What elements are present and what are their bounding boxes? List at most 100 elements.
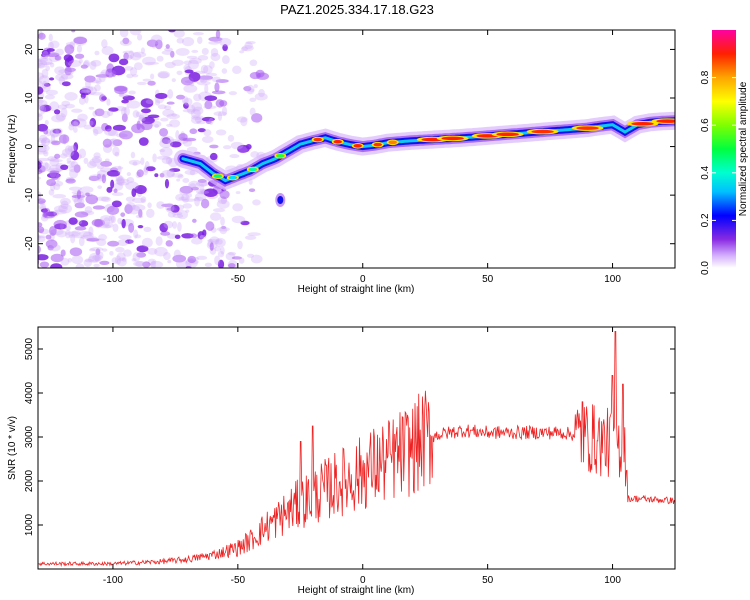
noise-blob (39, 162, 51, 172)
noise-blob (214, 237, 226, 248)
noise-blob (137, 33, 143, 41)
noise-blob (194, 196, 200, 207)
noise-blob (221, 68, 228, 74)
ridge-hotspot (441, 136, 464, 141)
noise-blob (64, 92, 78, 101)
noise-blob (154, 173, 159, 178)
noise-blob (199, 235, 205, 239)
noise-blob (38, 127, 40, 131)
noise-blob (25, 164, 30, 170)
noise-blob (166, 113, 180, 120)
noise-blob (132, 252, 141, 262)
noise-blob (44, 162, 49, 170)
noise-blob (192, 218, 197, 223)
noise-blob (151, 34, 163, 45)
noise-blob (106, 110, 114, 117)
noise-blob (130, 151, 136, 159)
noise-blob (136, 252, 147, 258)
noise-blob (38, 222, 43, 228)
noise-blob (89, 252, 101, 263)
noise-blob (154, 124, 159, 129)
noise-blob (94, 84, 101, 92)
noise-blob (49, 101, 60, 112)
noise-blob (132, 161, 138, 166)
noise-blob (74, 53, 85, 59)
noise-blob (47, 156, 57, 162)
noise-blob (106, 170, 121, 177)
noise-blob (163, 251, 171, 261)
noise-blob (80, 92, 86, 99)
noise-blob (116, 176, 125, 186)
noise-blob (84, 206, 93, 214)
noise-blob (133, 62, 143, 71)
noise-blob (25, 261, 37, 265)
noise-blob (184, 69, 194, 74)
noise-blob (54, 66, 66, 75)
noise-blob (222, 145, 232, 150)
noise-blob (250, 151, 260, 158)
noise-blob (38, 233, 41, 241)
noise-blob (201, 116, 215, 122)
noise-blob (244, 41, 253, 50)
noise-blob (50, 172, 59, 181)
noise-blob (187, 59, 199, 70)
spectrogram-xtick-label: -100 (103, 274, 123, 285)
noise-blob (60, 153, 68, 159)
noise-blob (49, 62, 55, 68)
spectrogram-xtick-label: 100 (604, 274, 621, 285)
noise-blob (236, 116, 248, 123)
noise-blob (210, 212, 222, 221)
noise-blob (244, 235, 257, 240)
noise-blob (197, 231, 205, 240)
noise-blob (68, 217, 78, 225)
noise-blob (159, 172, 165, 178)
noise-blob (38, 81, 39, 87)
noise-blob (60, 164, 69, 171)
noise-blob (118, 93, 129, 98)
noise-blob (38, 254, 49, 261)
noise-blob (146, 208, 155, 218)
noise-blob (217, 250, 225, 258)
noise-blob (166, 123, 173, 127)
noise-blob (219, 225, 228, 235)
noise-blob (68, 124, 75, 131)
noise-blob (22, 136, 29, 144)
noise-blob (24, 76, 34, 81)
noise-blob (196, 255, 208, 260)
ridge-hotspot (333, 139, 342, 144)
noise-blob (58, 134, 70, 144)
noise-blob (159, 149, 166, 153)
noise-blob (96, 238, 107, 247)
noise-blob (109, 138, 119, 147)
noise-blob (177, 174, 184, 179)
noise-blob (46, 178, 56, 187)
noise-blob (183, 97, 193, 106)
noise-blob (29, 134, 34, 143)
noise-blob (209, 242, 214, 251)
noise-blob (111, 257, 119, 264)
noise-blob (89, 60, 97, 70)
noise-blob (60, 107, 68, 118)
noise-blob (83, 258, 92, 267)
noise-blob (78, 220, 89, 227)
noise-blob (71, 121, 79, 127)
noise-blob (199, 234, 207, 239)
noise-blob (240, 117, 248, 127)
noise-blob (48, 189, 55, 196)
noise-blob (210, 48, 219, 57)
noise-blob (214, 246, 222, 252)
noise-blob (181, 96, 189, 105)
noise-blob (82, 231, 94, 239)
noise-blob (66, 157, 72, 163)
noise-blob (108, 107, 119, 112)
noise-blob (189, 81, 195, 87)
chart-title: PAZ1.2025.334.17.18.G23 (280, 2, 434, 17)
noise-blob (166, 207, 177, 211)
noise-blob (95, 248, 101, 256)
noise-blob (93, 263, 100, 268)
noise-blob (219, 37, 232, 47)
noise-blob (73, 36, 88, 45)
noise-blob (221, 225, 226, 230)
noise-blob (111, 192, 124, 197)
noise-blob (85, 194, 99, 205)
